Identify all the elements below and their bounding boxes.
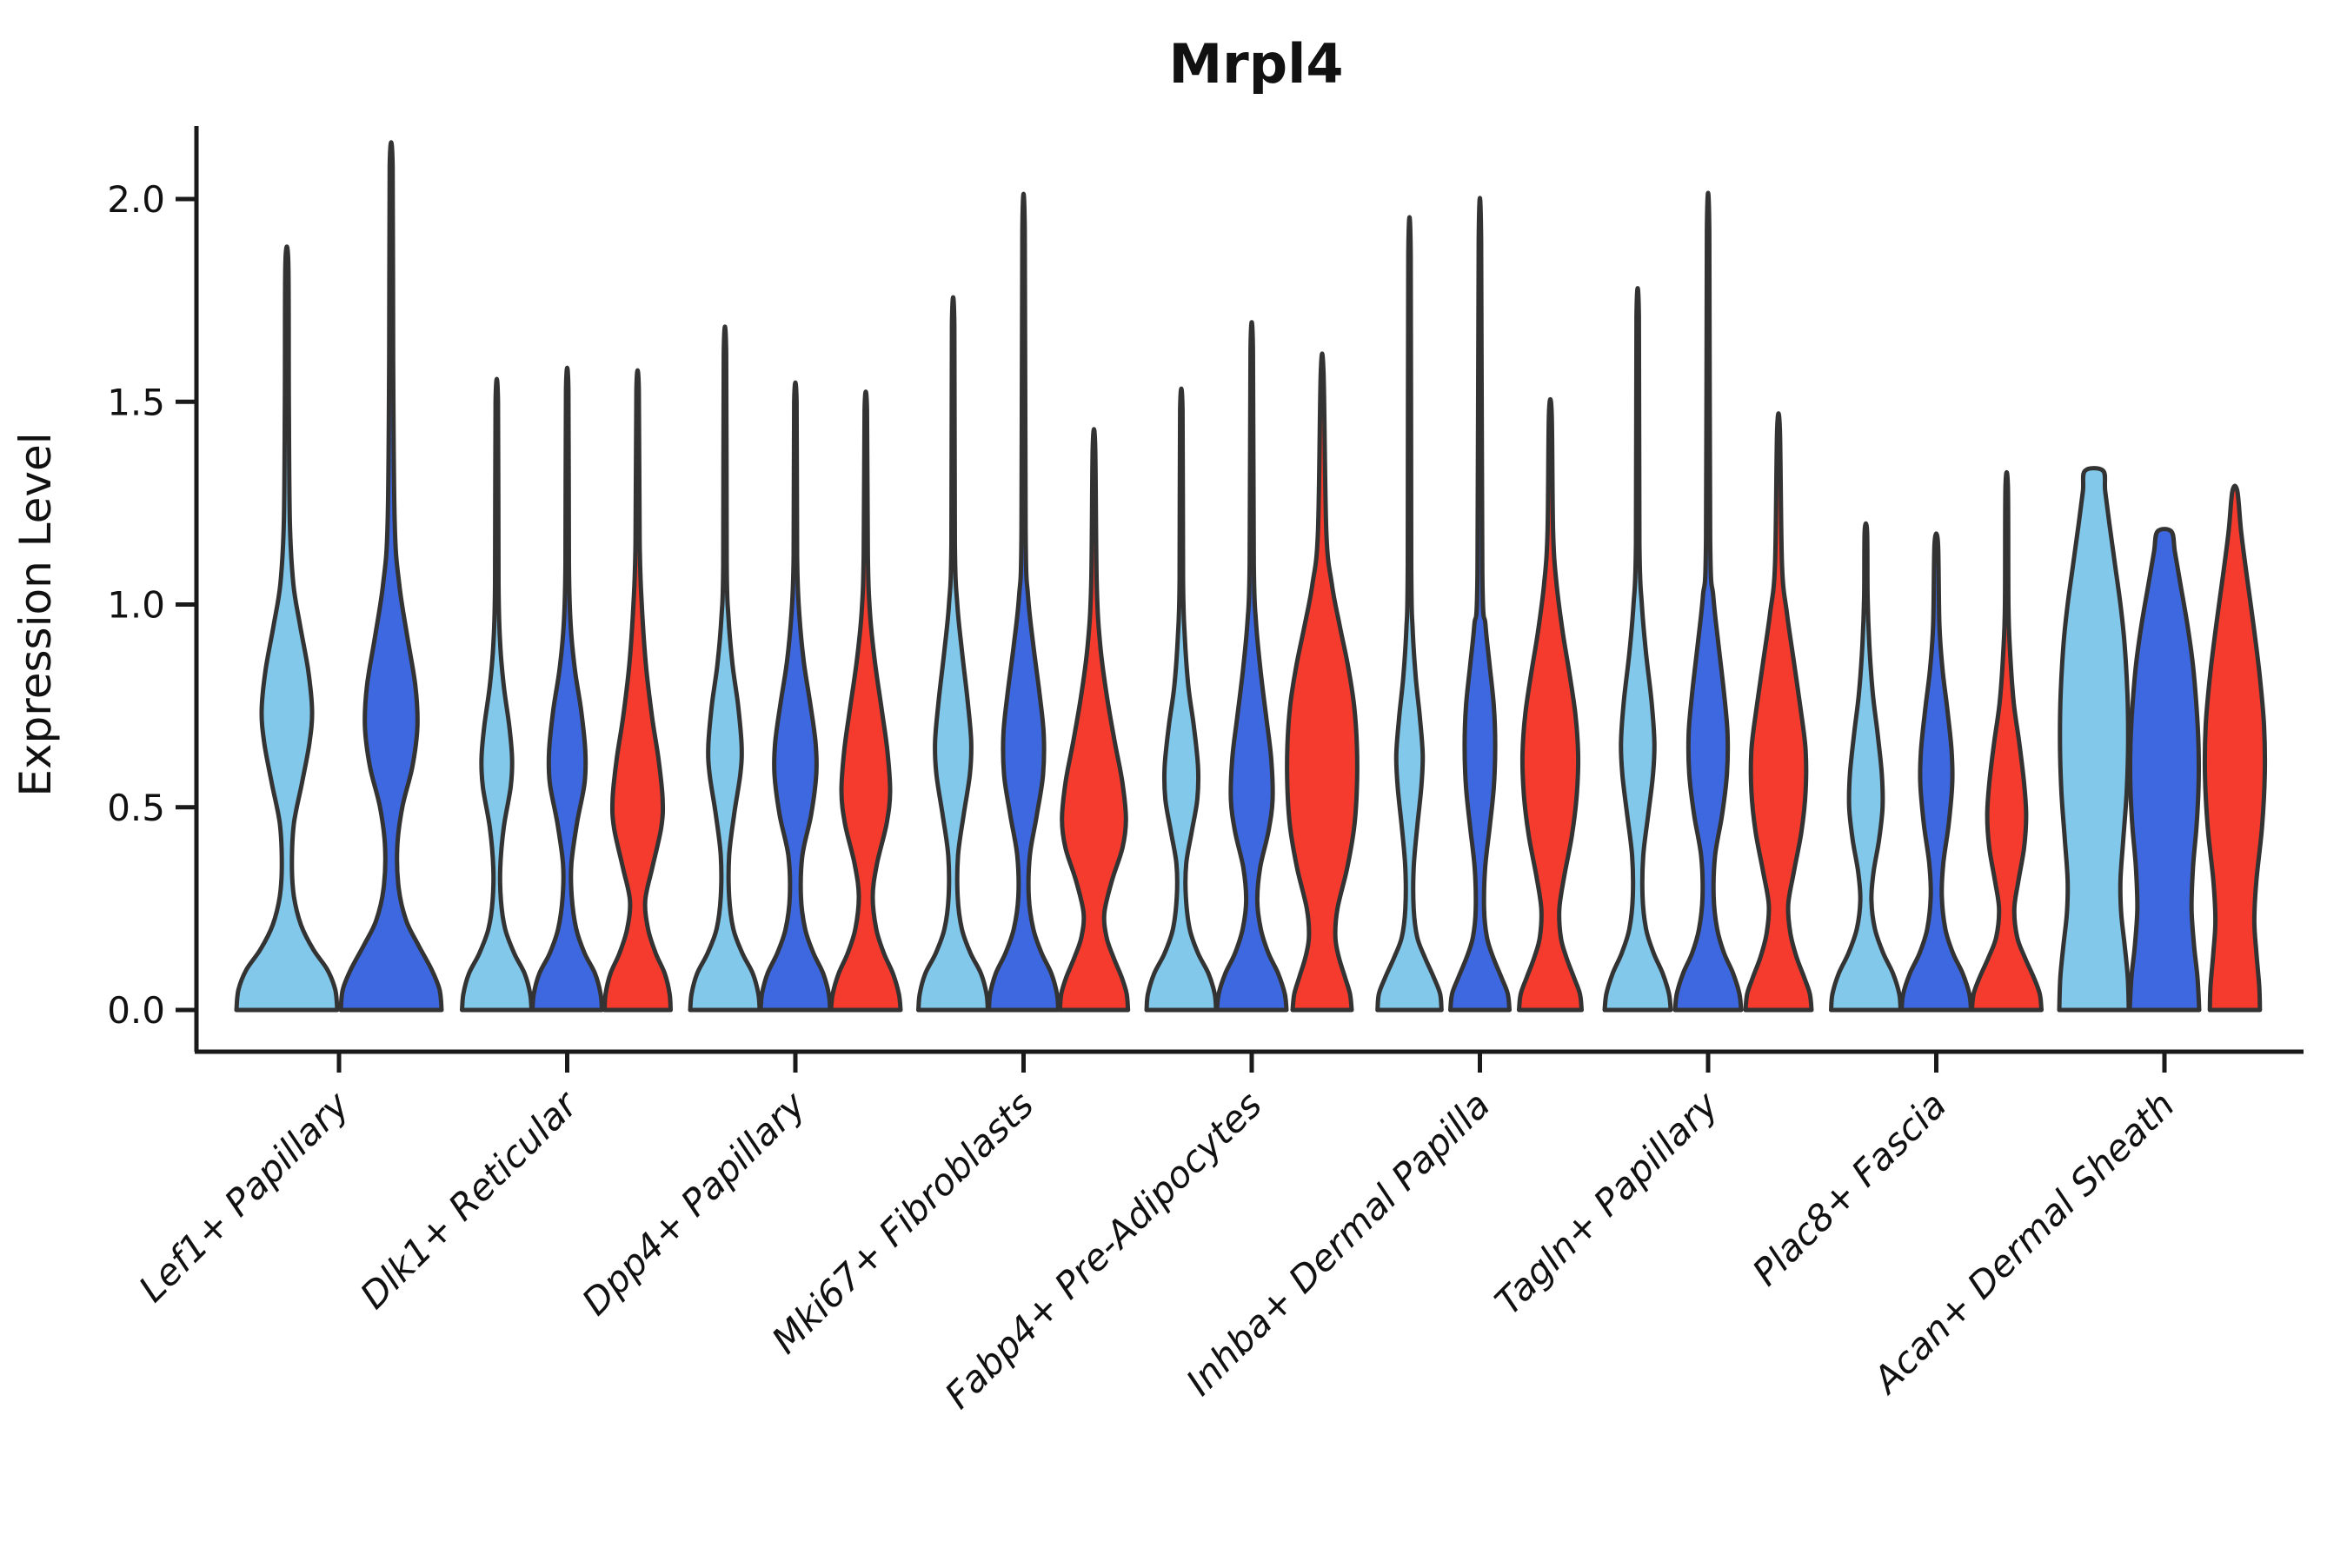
- y-tick-label: 2.0: [107, 178, 165, 221]
- y-tick-label: 1.0: [107, 584, 165, 627]
- violin-tagln-hue1: [1672, 190, 1744, 1013]
- violin-tagln-hue0: [1602, 286, 1673, 1013]
- violin-mki67-hue2: [1057, 427, 1131, 1013]
- x-tick-label-tagln: Tagln+ Papillary: [1486, 1083, 1727, 1324]
- violin-acan-hue2: [2202, 483, 2268, 1013]
- violin-lef1-hue0: [234, 244, 340, 1013]
- x-tick-label-plac8: Plac8+ Fascia: [1744, 1083, 1954, 1293]
- violin-inhba-hue2: [1517, 396, 1584, 1013]
- violin-acan-hue1: [2127, 527, 2202, 1013]
- violins-layer: [234, 140, 2268, 1013]
- violin-lef1-hue1: [338, 140, 444, 1013]
- violin-acan-hue0: [2057, 466, 2131, 1013]
- violin-inhba-hue1: [1448, 196, 1512, 1013]
- violin-dpp4-hue2: [828, 389, 903, 1013]
- violin-dlk1-hue2: [602, 368, 673, 1013]
- y-tick-label: 0.0: [107, 989, 165, 1032]
- chart-title: Mrpl4: [1168, 32, 1343, 96]
- violin-fabp4-hue2: [1285, 351, 1360, 1013]
- y-tick-label: 1.5: [107, 381, 165, 423]
- violin-mki67-hue1: [987, 192, 1060, 1013]
- violin-mki67-hue0: [916, 295, 990, 1013]
- violin-inhba-hue0: [1375, 215, 1444, 1013]
- violin-dpp4-hue0: [688, 324, 762, 1013]
- x-tick-label-lef1: Lef1+ Papillary: [130, 1083, 358, 1311]
- violin-plac8-hue1: [1899, 531, 1973, 1013]
- y-tick-label: 0.5: [107, 787, 165, 829]
- violin-plac8-hue0: [1829, 521, 1903, 1013]
- y-tick-layer: 0.0 0.5 1.0 1.5 2.0: [107, 178, 196, 1032]
- violin-dpp4-hue1: [758, 380, 833, 1013]
- x-tick-label-dpp4: Dpp4+ Papillary: [574, 1083, 814, 1324]
- violin-plac8-hue2: [1970, 469, 2044, 1013]
- violin-dlk1-hue1: [530, 365, 604, 1013]
- violin-fabp4-hue1: [1214, 320, 1289, 1013]
- axes-layer: [194, 126, 2304, 1054]
- violin-tagln-hue2: [1743, 411, 1814, 1013]
- x-tick-label-mki67: Mki67+ Fibroblasts: [763, 1083, 1041, 1361]
- y-axis-label: Expression Level: [10, 432, 61, 796]
- violin-fabp4-hue0: [1144, 386, 1219, 1013]
- x-tick-label-dlk1: Dlk1+ Reticular: [352, 1081, 588, 1317]
- violin-dlk1-hue0: [460, 376, 534, 1013]
